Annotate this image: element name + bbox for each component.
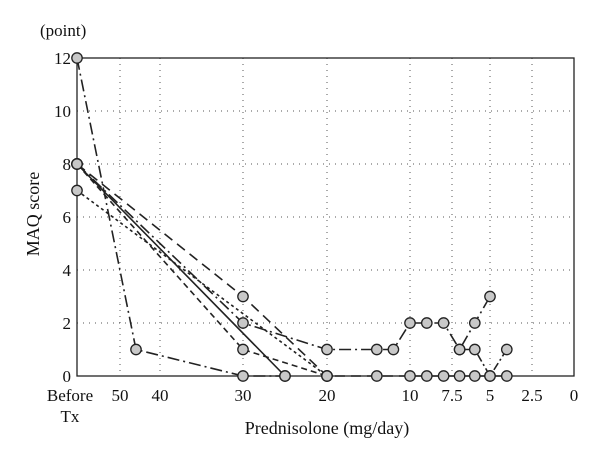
- y-tick-labels: 0 2 4 6 8 10 12: [54, 49, 72, 386]
- x-tick-label: 10: [402, 386, 419, 405]
- data-point: [370, 370, 383, 382]
- data-point: [71, 158, 83, 170]
- data-point: [453, 370, 466, 382]
- series-line: [76, 57, 285, 377]
- y-tick-label: 6: [63, 208, 72, 227]
- series-5: [76, 189, 328, 377]
- data-point: [370, 343, 383, 356]
- y-tick-label: 12: [54, 49, 71, 68]
- x-tick-label: 0: [570, 386, 579, 405]
- data-point: [468, 343, 481, 356]
- series-line: [76, 163, 491, 352]
- plot-frame: [76, 57, 575, 377]
- data-point: [237, 290, 249, 303]
- y-tick-label: 2: [63, 314, 72, 333]
- series-7: [459, 348, 508, 378]
- series-line: [76, 163, 328, 377]
- y-tick-label: 4: [63, 261, 72, 280]
- y-tick-label: 10: [54, 102, 71, 121]
- series-line: [76, 189, 328, 377]
- series-line: [76, 163, 507, 377]
- data-point: [279, 370, 291, 382]
- y-tick-label: 0: [63, 367, 72, 386]
- y-tick-label: 8: [63, 155, 72, 174]
- data-point: [437, 317, 450, 329]
- y-axis-title: MAQ score: [23, 172, 43, 256]
- x-axis-title: Prednisolone (mg/day): [245, 418, 409, 439]
- data-point: [237, 343, 249, 356]
- series-3-markers: [71, 158, 496, 356]
- data-point: [484, 370, 496, 382]
- series-2: [76, 57, 285, 377]
- series-4: [76, 163, 286, 377]
- x-tick-label: 40: [152, 386, 169, 405]
- data-point: [237, 370, 249, 382]
- x-tick-label: 20: [319, 386, 336, 405]
- data-point: [420, 370, 433, 382]
- data-point: [468, 317, 481, 329]
- series-5-markers: [71, 184, 333, 382]
- data-point: [437, 370, 450, 382]
- series-line: [459, 348, 508, 378]
- series-line: [76, 163, 286, 377]
- x-tick-label: 7.5: [441, 386, 462, 405]
- x-tick-label: 30: [235, 386, 252, 405]
- data-point: [500, 370, 513, 382]
- data-point: [404, 370, 416, 382]
- series-6-markers: [71, 158, 333, 382]
- grid: [77, 58, 574, 376]
- data-point: [484, 290, 496, 303]
- data-point: [500, 343, 513, 356]
- x-tick-labels: Before Tx 50 40 30 20 10 7.5 5 2.5 0: [47, 386, 578, 426]
- data-point: [321, 370, 333, 382]
- data-point: [420, 317, 433, 329]
- series-layer: [71, 52, 513, 382]
- data-point: [468, 370, 481, 382]
- data-point: [71, 52, 83, 64]
- data-point: [71, 184, 83, 197]
- data-point: [387, 343, 400, 356]
- data-point: [130, 343, 142, 356]
- x-tick-label: 50: [112, 386, 129, 405]
- x-tick-label: 5: [486, 386, 495, 405]
- series-1: [76, 163, 507, 377]
- data-point: [321, 343, 333, 356]
- x-tick-label: 2.5: [521, 386, 542, 405]
- series-3: [76, 163, 491, 352]
- x-tick-label: Before Tx: [47, 386, 93, 426]
- series-7-markers: [453, 343, 513, 382]
- data-point: [404, 317, 416, 329]
- y-unit-label: (point): [40, 21, 86, 40]
- data-point: [453, 343, 466, 356]
- data-point: [237, 317, 249, 329]
- series-6: [76, 163, 328, 377]
